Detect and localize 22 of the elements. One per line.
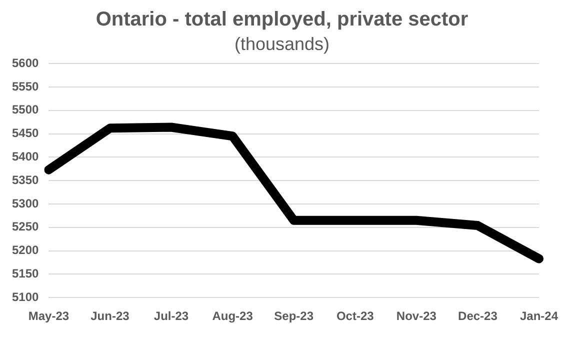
y-tick-label: 5100 — [12, 290, 40, 304]
chart-title: Ontario - total employed, private sector — [96, 8, 468, 31]
y-tick-label: 5400 — [12, 150, 40, 164]
y-tick-label: 5350 — [12, 172, 40, 187]
y-tick-label: 5150 — [12, 266, 40, 281]
x-tick-label: Oct-23 — [336, 309, 374, 324]
y-tick-label: 5200 — [12, 243, 40, 258]
chart-subtitle: (thousands) — [234, 34, 330, 54]
y-tick-label: 5600 — [12, 56, 40, 70]
x-tick-label: Aug-23 — [212, 309, 254, 324]
x-tick-label: May-23 — [28, 309, 70, 324]
y-tick-label: 5450 — [12, 126, 40, 140]
y-tick-label: 5300 — [12, 196, 40, 210]
x-tick-label: Jan-24 — [520, 309, 558, 324]
x-tick-label: Dec-23 — [458, 309, 498, 324]
y-tick-label: 5550 — [12, 79, 40, 94]
x-tick-label: Jul-23 — [154, 309, 189, 324]
x-tick-label: Nov-23 — [396, 309, 437, 324]
x-tick-label: Sep-23 — [274, 309, 314, 324]
y-tick-label: 5250 — [12, 220, 40, 234]
x-tick-label: Jun-23 — [90, 309, 130, 324]
y-tick-label: 5500 — [12, 102, 40, 117]
